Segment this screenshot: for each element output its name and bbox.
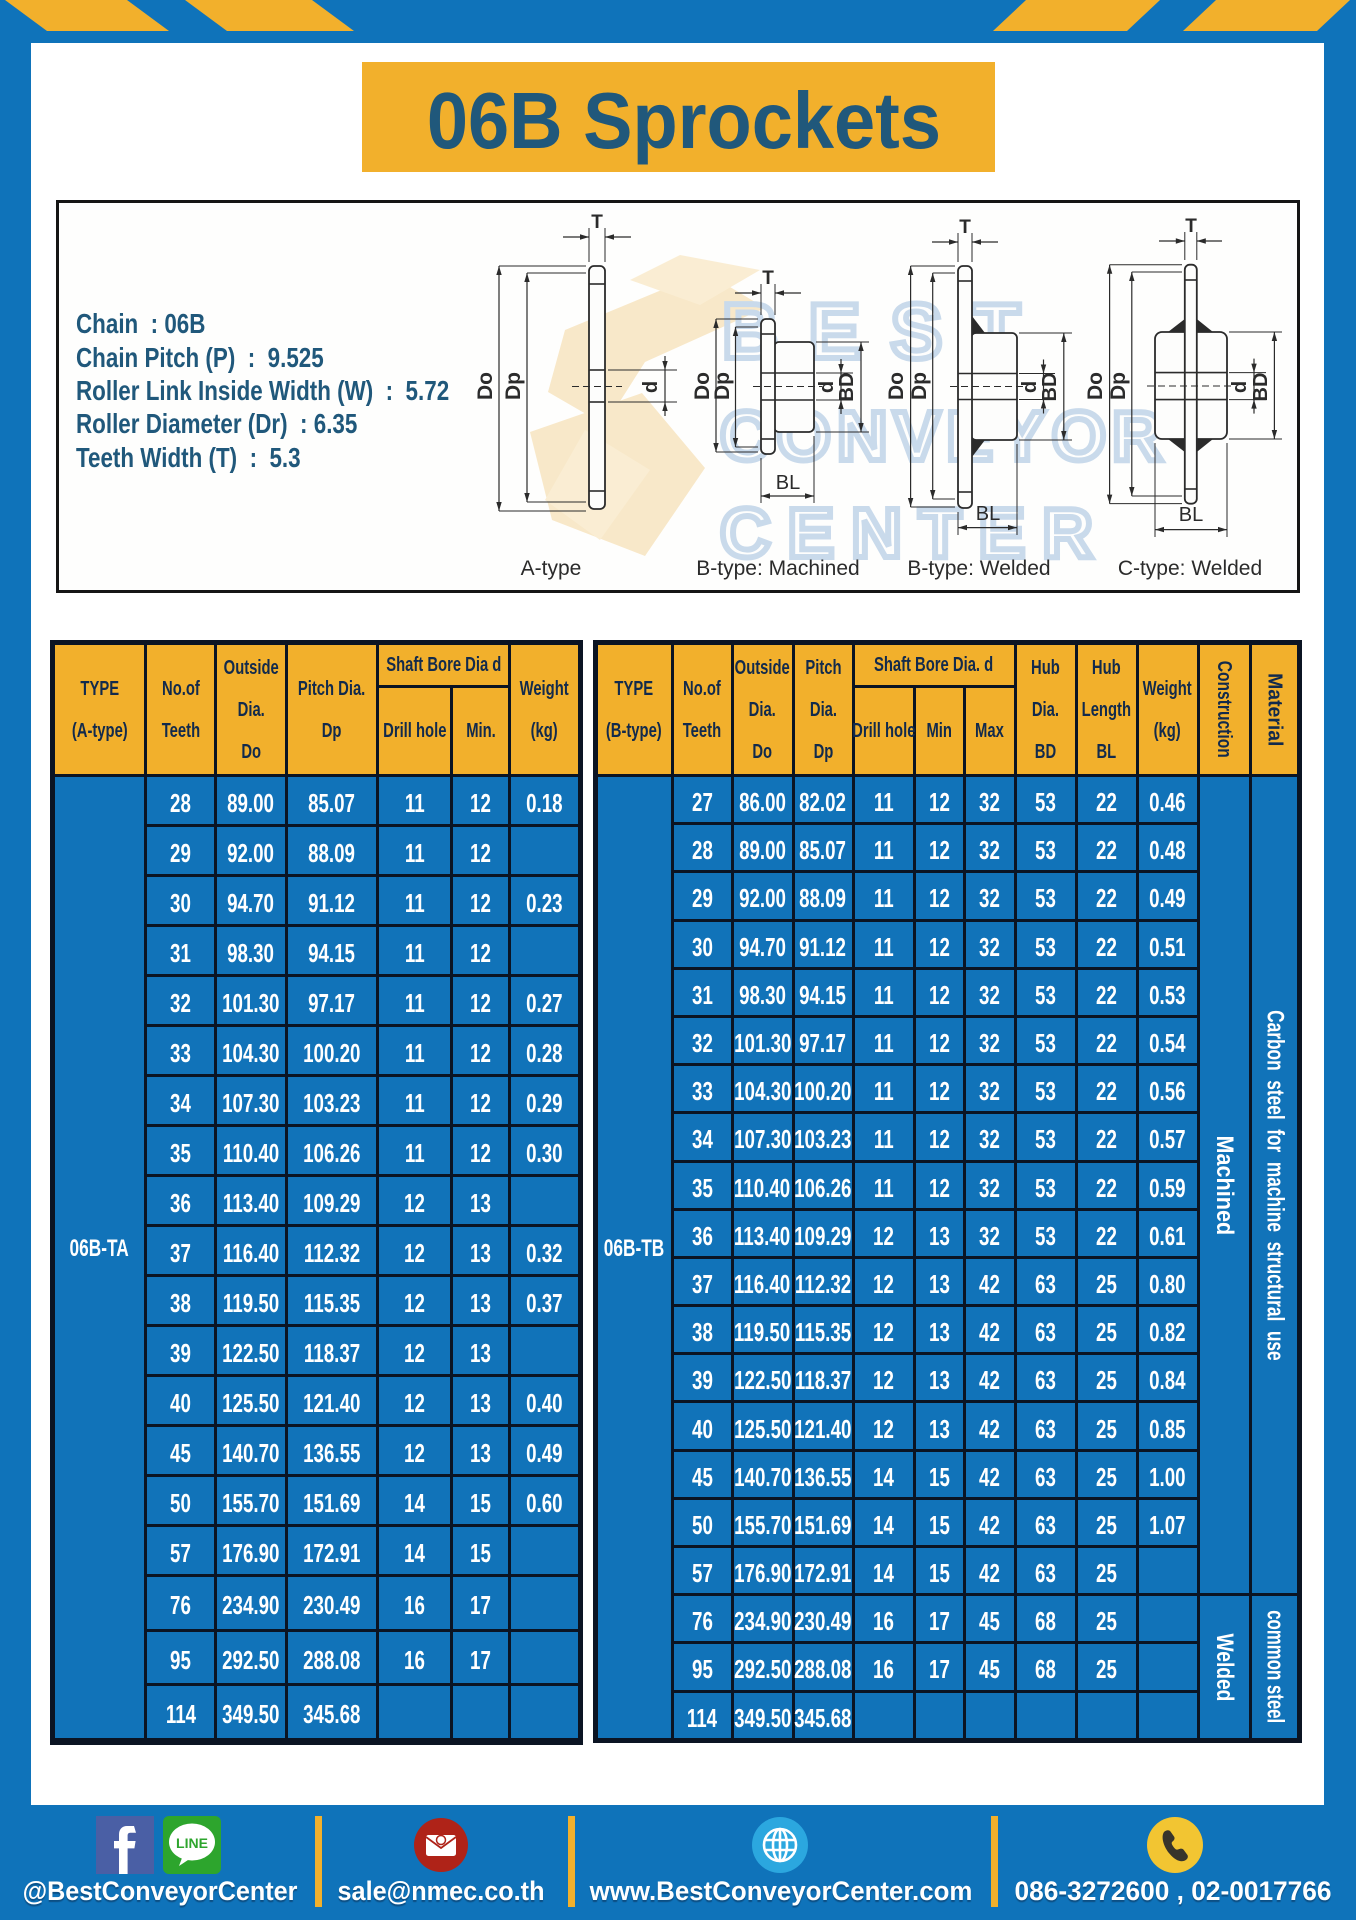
svg-text:Do: Do	[691, 372, 714, 400]
svg-text:BD: BD	[1250, 373, 1272, 402]
svg-text:Dp: Dp	[502, 372, 525, 400]
svg-text:d: d	[1019, 381, 1041, 393]
svg-text:d: d	[816, 381, 838, 393]
svg-text:BD: BD	[1039, 373, 1061, 402]
svg-text:A-type: A-type	[521, 557, 582, 580]
svg-text:Do: Do	[474, 372, 497, 400]
svg-text:BL: BL	[976, 503, 1000, 525]
svg-text:C-type: Welded: C-type: Welded	[1118, 557, 1262, 580]
svg-text:T: T	[591, 212, 603, 233]
svg-text:Do: Do	[1084, 372, 1107, 400]
svg-text:B-type: Welded: B-type: Welded	[907, 557, 1050, 580]
svg-text:BD: BD	[836, 373, 858, 402]
svg-text:Dp: Dp	[1107, 372, 1130, 400]
svg-text:B-type: Machined: B-type: Machined	[696, 557, 859, 580]
svg-text:Do: Do	[885, 372, 908, 400]
svg-text:T: T	[762, 268, 774, 289]
svg-text:T: T	[1185, 216, 1197, 237]
svg-text:LINE: LINE	[176, 1835, 208, 1851]
svg-text:Dp: Dp	[711, 372, 734, 400]
svg-text:d: d	[1229, 381, 1251, 393]
svg-text:BL: BL	[776, 472, 800, 494]
svg-text:T: T	[959, 217, 971, 238]
svg-text:d: d	[640, 381, 662, 393]
svg-text:Dp: Dp	[908, 372, 931, 400]
svg-text:BL: BL	[1179, 504, 1203, 526]
svg-text:CENTER: CENTER	[720, 494, 1110, 572]
